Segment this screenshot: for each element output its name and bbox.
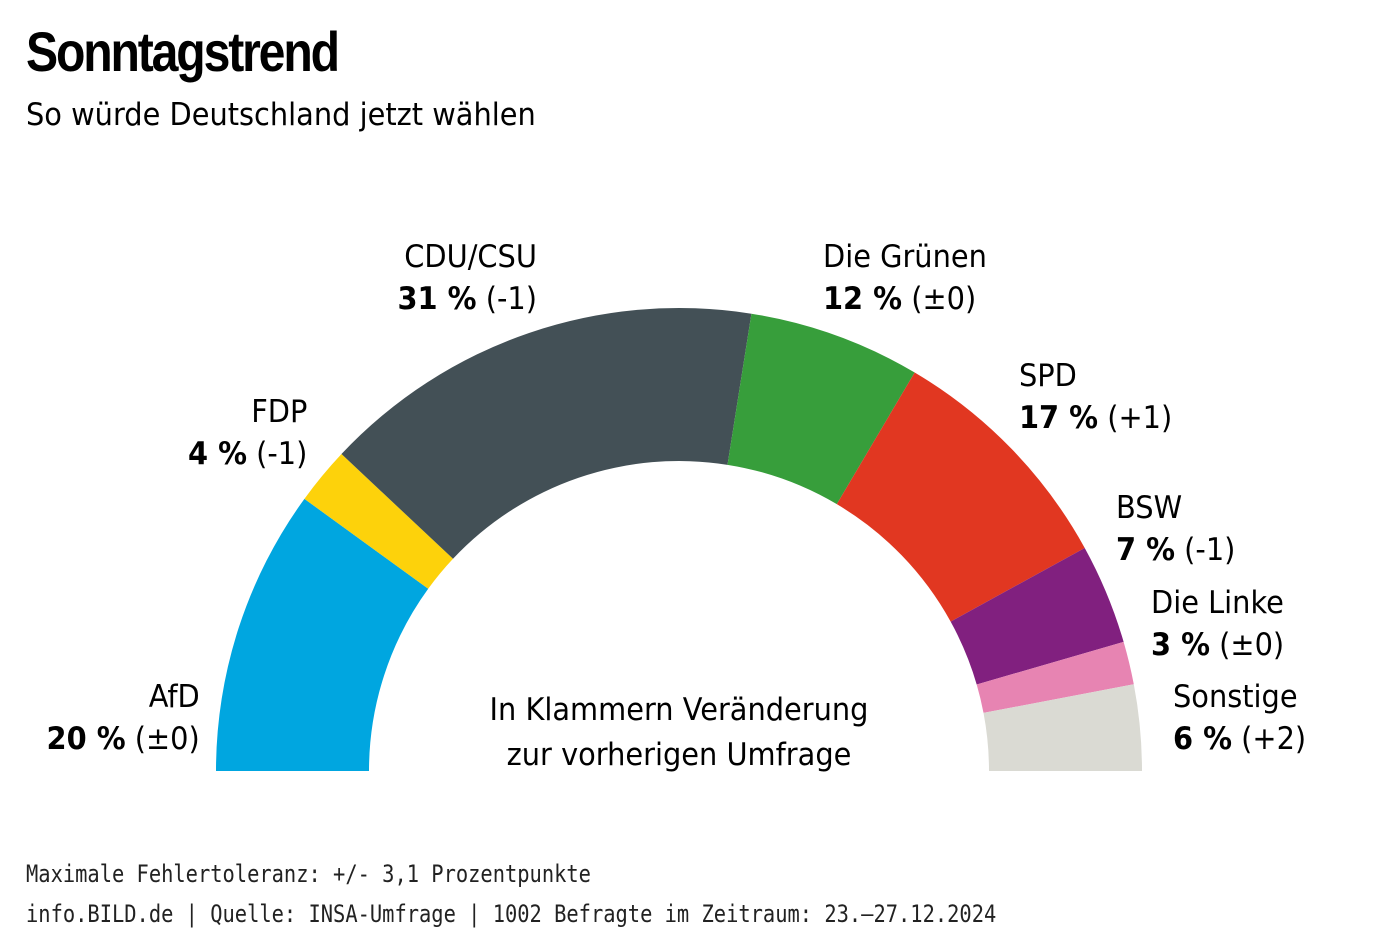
label-change: (-1): [255, 436, 307, 472]
footer-error-margin: Maximale Fehlertoleranz: +/- 3,1 Prozent…: [26, 860, 591, 888]
label-change: (+1): [1107, 400, 1173, 436]
slice-afd: [216, 498, 429, 771]
label-sonstige: Sonstige 6 % (+2): [1173, 676, 1306, 760]
slice-fdp: [304, 454, 454, 589]
footer-source: info.BILD.de | Quelle: INSA-Umfrage | 10…: [26, 900, 997, 928]
label-party: SPD: [1019, 358, 1077, 394]
change-note-line2: zur vorherigen Umfrage: [506, 737, 852, 773]
label-value: 7 %: [1116, 532, 1175, 568]
slice-spd: [836, 372, 1085, 622]
slice-die-grünen: [727, 313, 915, 505]
label-value: 3 %: [1151, 627, 1210, 663]
chart-title: Sonntagstrend: [26, 20, 340, 83]
change-note-line1: In Klammern Veränderung: [489, 692, 869, 728]
label-change: (±0): [135, 721, 200, 757]
label-value: 6 %: [1173, 721, 1232, 757]
label-change: (-1): [1184, 532, 1236, 568]
label-party: Sonstige: [1173, 679, 1298, 715]
label-party: BSW: [1116, 490, 1183, 526]
label-spd: SPD 17 % (+1): [1019, 355, 1172, 439]
label-value: 17 %: [1019, 400, 1099, 436]
label-bsw: BSW 7 % (-1): [1116, 487, 1235, 571]
label-change: (-1): [485, 281, 537, 317]
label-cdu-csu: CDU/CSU 31 % (-1): [398, 236, 537, 320]
label-party: CDU/CSU: [404, 239, 537, 275]
label-party: AfD: [148, 679, 200, 715]
label-change: (±0): [911, 281, 977, 317]
slice-bsw: [950, 547, 1124, 685]
change-note: In Klammern Veränderung zur vorherigen U…: [447, 688, 912, 778]
label-value: 12 %: [823, 281, 903, 317]
label-value: 4 %: [187, 436, 247, 472]
label-party: Die Linke: [1151, 585, 1284, 621]
label-party: FDP: [250, 394, 307, 430]
label-change: (±0): [1219, 627, 1285, 663]
chart-subtitle: So würde Deutschland jetzt wählen: [26, 97, 536, 133]
label-die-linke: Die Linke 3 % (±0): [1151, 582, 1284, 666]
slice-sonstige: [983, 684, 1142, 771]
label-party: Die Grünen: [823, 239, 987, 275]
label-value: 20 %: [46, 721, 126, 757]
slice-die-linke: [976, 641, 1134, 713]
slice-cdu-csu: [341, 307, 752, 559]
label-fdp: FDP 4 % (-1): [188, 391, 307, 475]
label-value: 31 %: [397, 281, 477, 317]
label-afd: AfD 20 % (±0): [47, 676, 200, 760]
label-gruene: Die Grünen 12 % (±0): [823, 236, 987, 320]
label-change: (+2): [1241, 721, 1307, 757]
